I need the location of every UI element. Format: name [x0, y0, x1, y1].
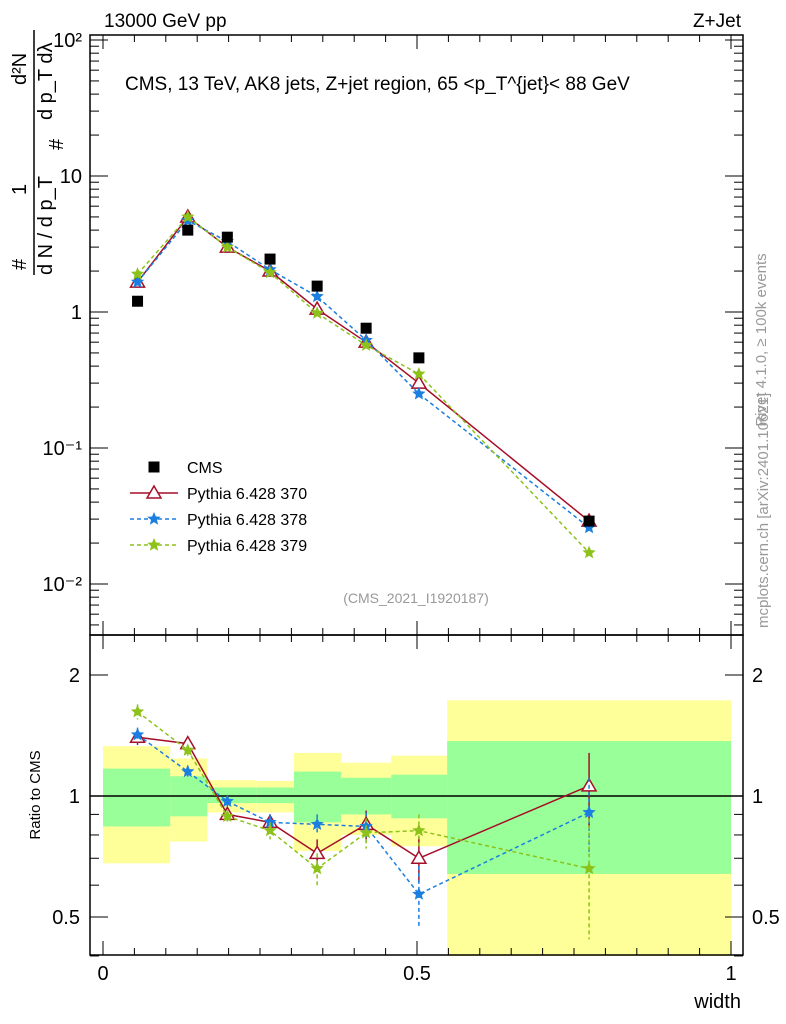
legend-label: CMS [187, 460, 223, 477]
data-point-0 [360, 322, 372, 334]
ratio-point-1 [263, 815, 277, 828]
data-point-3 [412, 367, 426, 380]
data-point-0 [132, 295, 144, 307]
legend-label: Pythia 6.428 378 [187, 512, 307, 529]
ratio-tick-label: 2 [69, 665, 80, 687]
legend-marker [147, 512, 161, 525]
legend-marker [147, 538, 161, 551]
band-inner [103, 768, 171, 827]
x-tick-label: 0 [97, 963, 108, 985]
header-right: Z+Jet [693, 11, 742, 32]
ratio-tick-label: 1 [69, 786, 80, 808]
ratio-point-1 [310, 817, 324, 830]
ylabel-hash: # [9, 258, 31, 270]
y-tick-label: 1 [71, 302, 82, 324]
legend-label: Pythia 6.428 379 [187, 538, 307, 555]
ratio-point-2 [181, 743, 195, 756]
x-tick-label: 0.5 [403, 963, 431, 985]
data-point-3 [310, 306, 324, 319]
data-point-3 [582, 545, 596, 559]
ratio-tick-label-right: 0.5 [752, 907, 780, 929]
ratio-point-1 [412, 887, 426, 900]
ylabel-mid: d p_T dλ [35, 43, 57, 120]
ratio-point-0 [308, 844, 326, 860]
ratio-line-0 [137, 736, 590, 860]
analysis-annotation: (CMS_2021_I1920187) [343, 590, 489, 606]
ratio-point-2 [130, 704, 145, 718]
ratio-tick-label-right: 2 [752, 665, 763, 687]
header-left: 13000 GeV pp [104, 11, 227, 32]
data-point-3 [359, 338, 373, 351]
ylabel-num: 1 [9, 184, 31, 195]
data-point-2 [130, 275, 145, 288]
plot-title: CMS, 13 TeV, AK8 jets, Z+jet region, 65 … [125, 74, 630, 95]
ratio-point-1 [582, 805, 596, 819]
ratio-ylabel: Ratio to CMS [27, 750, 44, 839]
x-axis-label: width [693, 991, 741, 1013]
ratio-point-1 [130, 727, 145, 741]
ylabel-den: d N / d p_T [35, 176, 57, 275]
data-point-0 [221, 231, 233, 243]
mcplots-label: mcplots.cern.ch [arXiv:2401.10621] [755, 393, 772, 628]
ylabel-top: d²N [9, 53, 31, 85]
legend-marker [148, 461, 160, 473]
data-point-3 [130, 267, 145, 280]
y-tick-label: 10 [60, 166, 82, 188]
data-point-1 [410, 374, 428, 389]
ratio-point-2 [359, 825, 373, 839]
data-point-3 [181, 209, 195, 223]
y-axis-title: # 1 d N / d p_T # d²N d p_T dλ [9, 30, 68, 275]
y-tick-label: 10² [53, 30, 82, 52]
data-point-0 [583, 515, 595, 527]
legend-marker [145, 484, 163, 499]
data-point-3 [263, 265, 277, 279]
ratio-point-2 [310, 861, 324, 875]
ratio-tick-label: 0.5 [52, 907, 80, 929]
y-tick-label: 10⁻² [43, 574, 83, 596]
ratio-point-2 [263, 823, 277, 837]
series-line-3 [136, 215, 590, 554]
ratio-point-1 [181, 764, 195, 778]
data-point-2 [412, 386, 426, 400]
ratio-point-1 [220, 794, 234, 807]
ratio-line-2 [137, 711, 590, 870]
ratio-point-0 [410, 849, 428, 865]
rivet-label: Rivet 4.1.0, ≥ 100k events [753, 253, 770, 426]
data-point-0 [413, 352, 425, 364]
x-tick-label: 1 [725, 963, 736, 985]
ratio-point-2 [582, 861, 596, 875]
y-tick-label: 10⁻¹ [43, 438, 83, 460]
data-point-0 [264, 253, 276, 265]
data-point-2 [310, 289, 324, 303]
series-line-2 [136, 219, 590, 529]
data-point-2 [582, 520, 596, 534]
data-point-0 [182, 224, 194, 236]
ylabel-hash2: # [46, 138, 68, 150]
data-point-3 [220, 240, 234, 253]
band-inner [293, 771, 342, 823]
data-point-0 [311, 280, 323, 292]
ratio-tick-label-right: 1 [752, 786, 763, 808]
ratio-point-2 [220, 809, 234, 822]
ratio-point-2 [412, 823, 426, 837]
ratio-line-1 [137, 734, 590, 896]
legend-label: Pythia 6.428 370 [187, 486, 307, 503]
